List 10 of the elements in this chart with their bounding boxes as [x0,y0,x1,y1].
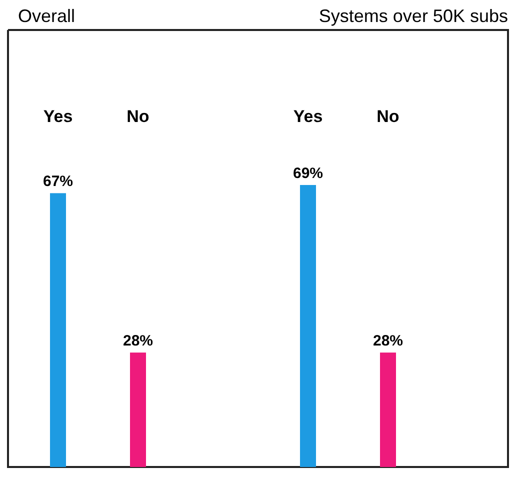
x-tick-label: Yes [293,107,323,126]
x-tick-label: Yes [43,107,73,126]
x-tick-label: No [126,107,150,126]
chart-title: Systems over 50K subs [318,6,508,26]
data-label: 69% [292,165,324,182]
data-label: 67% [42,173,74,190]
chart-title: Overall [18,6,76,26]
data-label: 28% [122,332,154,350]
x-tick-label: No [376,107,400,126]
data-label: 28% [372,332,404,350]
